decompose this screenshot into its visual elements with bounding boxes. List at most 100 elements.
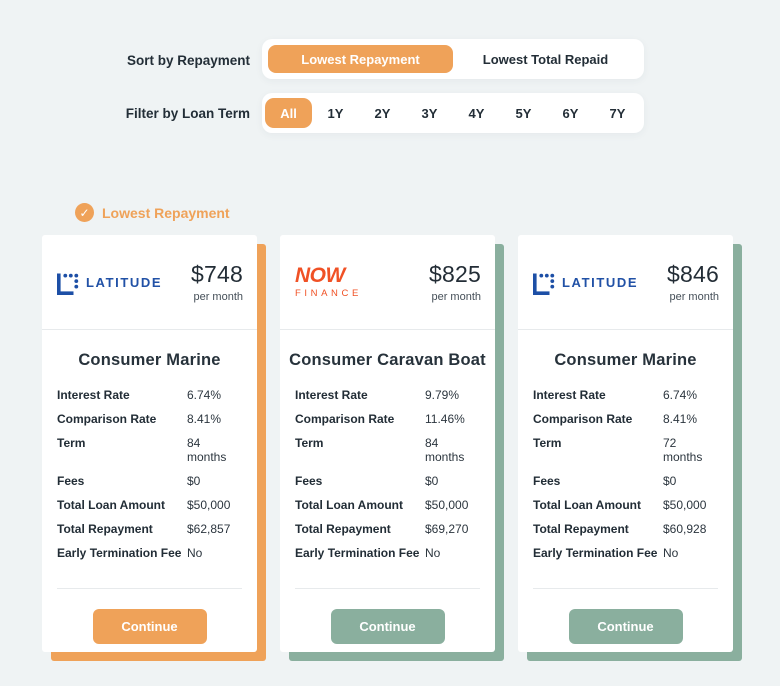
table-row: Total Repayment $60,928 <box>533 522 718 536</box>
table-row: Term 84 months <box>295 436 480 464</box>
now-wordmark: NOW <box>295 264 345 287</box>
filter-by-loan-term-label: Filter by Loan Term <box>125 106 250 121</box>
term-option-6y[interactable]: 6Y <box>562 105 579 121</box>
latitude-logo: LATITUDE <box>533 269 638 295</box>
loan-detail-table: Interest Rate 6.74% Comparison Rate 8.41… <box>57 388 242 560</box>
table-row: Fees $0 <box>57 474 242 488</box>
table-row: Total Repayment $62,857 <box>57 522 242 536</box>
lowest-repayment-badge: ✓ Lowest Repayment <box>75 203 230 222</box>
row-label: Interest Rate <box>295 388 368 402</box>
card-divider <box>295 588 480 589</box>
table-row: Early Termination Fee No <box>57 546 242 560</box>
row-label: Fees <box>295 474 323 488</box>
row-label: Total Repayment <box>295 522 391 536</box>
row-value: No <box>663 546 679 560</box>
row-value: $62,857 <box>187 522 231 536</box>
term-option-4y[interactable]: 4Y <box>468 105 485 121</box>
now-finance-logo: NOW FINANCE <box>295 265 362 299</box>
price-block: $748 per month <box>191 261 243 303</box>
row-label: Total Repayment <box>57 522 153 536</box>
row-value: $0 <box>663 474 677 488</box>
row-label: Early Termination Fee <box>533 546 658 560</box>
table-row: Fees $0 <box>533 474 718 488</box>
continue-button[interactable]: Continue <box>330 609 445 644</box>
loan-card-latitude-748: LATITUDE $748 per month Consumer Marine … <box>42 235 257 652</box>
loan-card-now-finance-825: NOW FINANCE $825 per month Consumer Cara… <box>280 235 495 652</box>
continue-button[interactable]: Continue <box>92 609 207 644</box>
row-value: No <box>187 546 203 560</box>
card-header: LATITUDE $748 per month <box>42 235 257 330</box>
monthly-price: $748 <box>191 261 243 287</box>
table-row: Total Loan Amount $50,000 <box>533 498 718 512</box>
row-label: Comparison Rate <box>533 412 633 426</box>
loan-detail-table: Interest Rate 9.79% Comparison Rate 11.4… <box>295 388 480 560</box>
row-label: Total Loan Amount <box>295 498 403 512</box>
row-label: Total Loan Amount <box>533 498 641 512</box>
latitude-logo-mark <box>533 273 555 295</box>
product-title: Consumer Marine <box>554 351 697 369</box>
term-option-all[interactable]: All <box>265 98 312 128</box>
row-label: Total Repayment <box>533 522 629 536</box>
lowest-repayment-badge-label: Lowest Repayment <box>102 204 230 221</box>
table-row: Early Termination Fee No <box>295 546 480 560</box>
term-option-3y[interactable]: 3Y <box>421 105 438 121</box>
sort-option-lowest-total-repaid[interactable]: Lowest Total Repaid <box>482 51 609 67</box>
sort-by-repayment-label: Sort by Repayment <box>126 53 250 68</box>
row-label: Early Termination Fee <box>57 546 182 560</box>
card-divider <box>57 588 242 589</box>
row-value: No <box>425 546 441 560</box>
row-label: Comparison Rate <box>295 412 395 426</box>
product-title: Consumer Caravan Boat <box>289 351 486 369</box>
row-value: 8.41% <box>187 412 222 426</box>
table-row: Term 72 months <box>533 436 718 464</box>
continue-button[interactable]: Continue <box>568 609 683 644</box>
table-row: Term 84 months <box>57 436 242 464</box>
table-row: Interest Rate 6.74% <box>533 388 718 402</box>
loan-term-filter-control: All 1Y 2Y 3Y 4Y 5Y 6Y 7Y <box>262 93 644 133</box>
price-block: $825 per month <box>429 261 481 303</box>
sort-option-lowest-repayment[interactable]: Lowest Repayment <box>268 45 453 73</box>
row-value: 84 months <box>187 436 227 464</box>
term-option-1y[interactable]: 1Y <box>327 105 344 121</box>
finance-wordmark: FINANCE <box>295 288 362 299</box>
row-value: $60,928 <box>663 522 707 536</box>
latitude-logo: LATITUDE <box>57 269 162 295</box>
latitude-wordmark: LATITUDE <box>562 274 639 290</box>
price-period: per month <box>193 291 243 303</box>
loan-detail-table: Interest Rate 6.74% Comparison Rate 8.41… <box>533 388 718 560</box>
monthly-price: $825 <box>429 261 481 287</box>
term-option-7y[interactable]: 7Y <box>609 105 626 121</box>
row-value: $0 <box>187 474 201 488</box>
row-label: Total Loan Amount <box>57 498 165 512</box>
price-period: per month <box>431 291 481 303</box>
term-option-5y[interactable]: 5Y <box>515 105 532 121</box>
row-value: $50,000 <box>663 498 707 512</box>
row-label: Term <box>57 436 86 450</box>
table-row: Total Loan Amount $50,000 <box>57 498 242 512</box>
monthly-price: $846 <box>667 261 719 287</box>
loan-card-latitude-846: LATITUDE $846 per month Consumer Marine … <box>518 235 733 652</box>
row-value: 6.74% <box>187 388 222 402</box>
row-value: $50,000 <box>425 498 469 512</box>
check-circle-icon: ✓ <box>75 203 94 222</box>
table-row: Total Loan Amount $50,000 <box>295 498 480 512</box>
row-value: $69,270 <box>425 522 469 536</box>
row-value: 84 months <box>425 436 465 464</box>
product-title: Consumer Marine <box>78 351 221 369</box>
row-value: 9.79% <box>425 388 460 402</box>
card-header: LATITUDE $846 per month <box>518 235 733 330</box>
row-value: 11.46% <box>425 412 465 426</box>
table-row: Early Termination Fee No <box>533 546 718 560</box>
row-value: $50,000 <box>187 498 231 512</box>
row-label: Term <box>295 436 324 450</box>
card-divider <box>533 588 718 589</box>
row-label: Comparison Rate <box>57 412 157 426</box>
row-label: Interest Rate <box>533 388 606 402</box>
row-value: $0 <box>425 474 439 488</box>
table-row: Comparison Rate 8.41% <box>57 412 242 426</box>
table-row: Interest Rate 6.74% <box>57 388 242 402</box>
latitude-wordmark: LATITUDE <box>86 274 163 290</box>
term-option-2y[interactable]: 2Y <box>374 105 391 121</box>
table-row: Comparison Rate 11.46% <box>295 412 480 426</box>
